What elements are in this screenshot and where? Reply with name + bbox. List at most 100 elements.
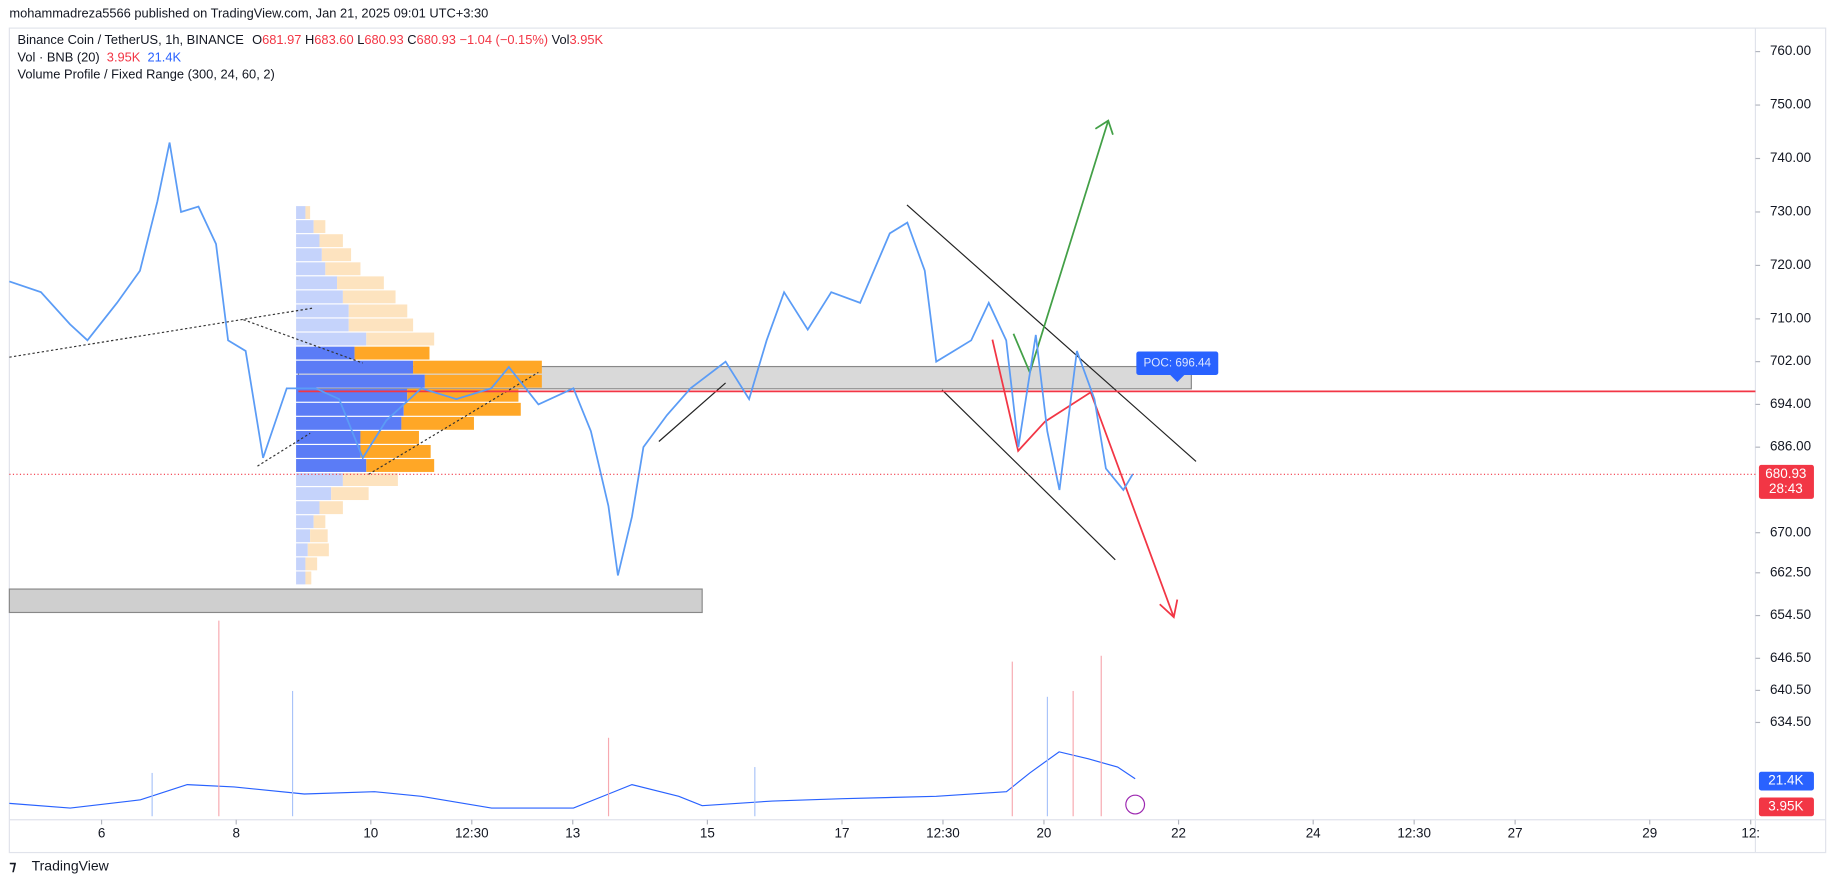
last-price-badge — [1758, 464, 1814, 499]
publisher: mohammadreza5566 published on TradingVie… — [9, 5, 488, 20]
frame — [8, 27, 1827, 854]
x-tick-label: 22 — [1171, 825, 1186, 840]
poc-badge-pointer — [1170, 374, 1185, 382]
x-tick-label: 20 — [1036, 825, 1051, 840]
poc-badge — [1136, 351, 1219, 375]
close: 680.93 — [417, 32, 456, 47]
arrowhead — [1094, 119, 1114, 135]
badge-vol-text: 3.95K — [1768, 798, 1803, 813]
x-tick-label: 15 — [700, 825, 715, 840]
vp-row — [296, 487, 332, 501]
vol: 3.95K — [570, 32, 604, 47]
vp-row — [331, 487, 369, 501]
vp-row — [342, 473, 398, 487]
x-tick-label: 12:30 — [1397, 825, 1431, 840]
x-tick-label: 12:30 — [926, 825, 960, 840]
vp-row — [319, 501, 343, 515]
badge-ma — [1758, 771, 1814, 791]
y-tick-label: 702.00 — [1770, 353, 1811, 368]
h-label: H — [305, 32, 314, 47]
poc-label: POC: 696.44 — [1144, 356, 1212, 369]
vp-row — [348, 318, 414, 332]
x-tick-label: 12:30 — [455, 825, 489, 840]
vp-row — [321, 248, 352, 262]
symbol: Binance Coin / TetherUS, 1h, BINANCE — [18, 32, 245, 47]
vp-row — [313, 220, 326, 234]
vp-row — [319, 234, 343, 248]
vp-row — [296, 529, 311, 543]
y-tick-label: 646.50 — [1770, 650, 1811, 665]
vp-row — [366, 332, 435, 346]
trendline — [906, 204, 1197, 462]
vp-row — [296, 290, 343, 304]
vp-row — [403, 402, 521, 416]
vp-row — [296, 571, 306, 585]
vp-row — [348, 304, 408, 318]
y-tick-label: 720.00 — [1770, 257, 1811, 272]
vp-row — [310, 529, 328, 543]
vol-value: 3.95K — [107, 50, 141, 65]
vp-row — [366, 459, 435, 472]
y-tick-label: 740.00 — [1770, 150, 1811, 165]
vp-row — [296, 318, 349, 332]
high: 683.60 — [314, 32, 353, 47]
y-tick-label: 662.50 — [1770, 564, 1811, 579]
trendline — [941, 389, 1116, 561]
vp-row — [360, 430, 419, 444]
y-tick-label: 686.00 — [1770, 439, 1811, 454]
vol-indicator: Vol · BNB (20) — [18, 50, 100, 65]
vp-row — [296, 430, 361, 444]
red-arrow — [991, 339, 1175, 618]
vp-row — [360, 445, 431, 458]
footer-brand: TradingView — [32, 857, 110, 873]
legend-volume: Vol · BNB (20) 3.95K 21.4K — [18, 50, 182, 65]
vp-row — [342, 290, 396, 304]
drawings — [9, 119, 1197, 619]
vp-row — [296, 360, 414, 374]
trendline — [368, 371, 539, 475]
vp-row — [354, 346, 430, 360]
y-tick-label: 710.00 — [1770, 310, 1811, 325]
x-tick-label: 13 — [565, 825, 580, 840]
trendline — [658, 382, 726, 442]
badge-ma-text: 21.4K — [1768, 773, 1803, 788]
countdown: 28:43 — [1769, 481, 1803, 496]
legend-main: Binance Coin / TetherUS, 1h, BINANCE O 68… — [18, 32, 604, 47]
vp-row — [296, 304, 349, 318]
trendline — [257, 432, 311, 467]
vp-row — [296, 262, 326, 276]
vp-row — [307, 543, 329, 557]
last-price-label: 680.93 — [1765, 466, 1806, 481]
y-tick-label: 654.50 — [1770, 607, 1811, 622]
y-tick-label: 694.00 — [1770, 396, 1811, 411]
x-tick-label: 29 — [1642, 825, 1657, 840]
y-tick-label: 730.00 — [1770, 204, 1811, 219]
y-tick-label: 760.00 — [1770, 43, 1811, 58]
vp-row — [296, 346, 355, 360]
vp-row — [296, 543, 308, 557]
vp-row — [296, 220, 314, 234]
vp-row — [296, 557, 306, 571]
o-label: O — [252, 32, 262, 47]
badge-vol — [1758, 797, 1814, 817]
alert-icon[interactable] — [1125, 794, 1146, 815]
price-line — [9, 142, 1134, 576]
vp-row — [305, 571, 312, 585]
x-tick-label: 24 — [1306, 825, 1321, 840]
x-tick-label: 27 — [1508, 825, 1523, 840]
vp-row — [296, 515, 314, 529]
vp-row — [296, 248, 322, 262]
c-label: C — [407, 32, 416, 47]
vp-row — [296, 276, 338, 290]
y-tick-label: 634.50 — [1770, 714, 1811, 729]
x-tick-label: 6 — [98, 825, 105, 840]
y-tick-label: 640.50 — [1770, 682, 1811, 697]
vp-row — [296, 473, 343, 487]
arrowhead — [1159, 599, 1179, 619]
vp-row — [296, 206, 306, 219]
x-tick-label: 8 — [232, 825, 239, 840]
vp-row — [296, 501, 320, 515]
volume — [9, 620, 1146, 817]
